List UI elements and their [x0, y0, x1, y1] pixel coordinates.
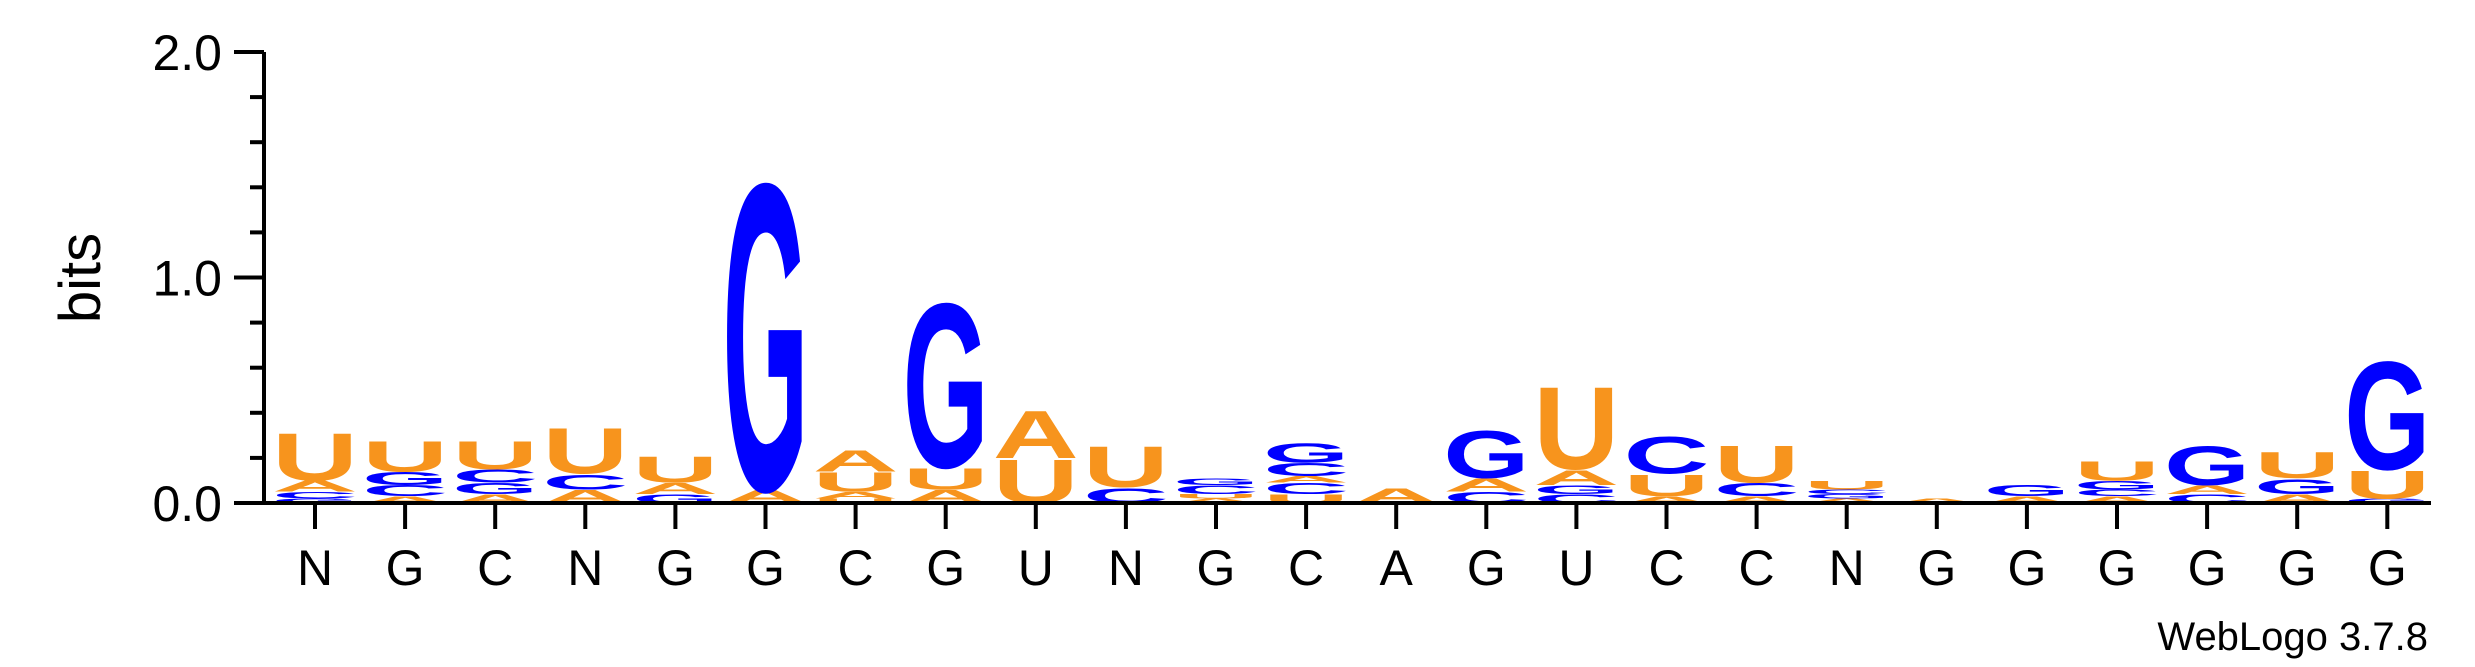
- logo-letter-A: A: [1173, 497, 1259, 504]
- x-tick-label: G: [1197, 540, 1236, 596]
- logo-letter-A: A: [632, 480, 718, 497]
- logo-letter-C: C: [1714, 480, 1800, 501]
- logo-letter-U: U: [2344, 462, 2430, 507]
- logo-letter-A: A: [1533, 466, 1619, 490]
- logo-letter-A: A: [1443, 475, 1529, 496]
- logo-letter-A: A: [1984, 495, 2070, 505]
- logo-letter-U: U: [1173, 493, 1259, 500]
- logo-letter-C: C: [542, 470, 628, 494]
- x-tick-label: A: [1380, 540, 1414, 596]
- logo-letter-U: U: [903, 462, 989, 496]
- logo-letter-C: C: [1263, 480, 1349, 497]
- logo-letter-U: U: [1624, 469, 1710, 503]
- logo-letter-U: U: [1533, 364, 1619, 495]
- logo-letter-G: G: [2254, 474, 2340, 498]
- logo-letter-A: A: [2074, 495, 2160, 505]
- logo-letter-G: G: [1263, 438, 1349, 469]
- logo-letter-C: C: [1624, 426, 1710, 485]
- x-tick-label: N: [1108, 540, 1144, 596]
- x-tick-label: N: [567, 540, 603, 596]
- logo-letter-C: C: [362, 482, 448, 499]
- x-tick-label: G: [2007, 540, 2046, 596]
- y-tick-label: 2.0: [152, 25, 222, 81]
- logo-letter-U: U: [272, 419, 358, 495]
- logo-letter-C: C: [272, 490, 358, 500]
- logo-letter-A: A: [272, 478, 358, 495]
- x-tick-label: G: [1467, 540, 1506, 596]
- x-tick-label: G: [1917, 540, 1956, 596]
- logo-letter-C: C: [2074, 488, 2160, 498]
- logo-letter-G: G: [2344, 497, 2430, 504]
- x-tick-label: G: [656, 540, 695, 596]
- logo-letter-G: G: [452, 480, 538, 497]
- logo-letter-A: A: [1263, 474, 1349, 484]
- logo-letter-U: U: [813, 497, 899, 504]
- x-tick-label: G: [2098, 540, 2137, 596]
- logo-letter-G: G: [1804, 493, 1890, 500]
- y-ticks: 0.0 1.0 2.0: [152, 25, 264, 532]
- logo-letter-C: C: [1173, 483, 1259, 497]
- x-tick-label: G: [926, 540, 965, 596]
- logo-letter-G: G: [1173, 477, 1259, 487]
- logo-letter-U: U: [1083, 434, 1169, 500]
- x-tick-label: C: [838, 540, 874, 596]
- logo-letter-C: C: [1804, 488, 1890, 495]
- logo-letter-G: G: [272, 497, 358, 504]
- x-tick-label: C: [1739, 540, 1775, 596]
- logo-letter-A: A: [1894, 497, 1980, 504]
- logo-letter-U: U: [813, 467, 899, 498]
- x-tick-label: C: [1648, 540, 1684, 596]
- logo-letter-U: U: [2074, 456, 2160, 487]
- logo-letter-U: U: [1714, 435, 1800, 494]
- logo-letter-G: G: [723, 92, 809, 583]
- x-tick-label: C: [477, 540, 513, 596]
- logo-letter-G: G: [1443, 417, 1529, 493]
- logo-letter-U: U: [2254, 445, 2340, 487]
- logo-letter-A: A: [1804, 497, 1890, 504]
- logo-letter-A: A: [993, 396, 1079, 472]
- logo-letter-U: U: [632, 449, 718, 491]
- logo-letter-U: U: [452, 433, 538, 478]
- logo-letter-A: A: [813, 490, 899, 500]
- y-tick-label: 1.0: [152, 251, 222, 307]
- logo-letter-A: A: [1714, 495, 1800, 505]
- logo-letter-G: G: [2164, 435, 2250, 497]
- logo-letter-A: A: [2164, 483, 2250, 497]
- x-tick-label: C: [1288, 540, 1324, 596]
- logo-letter-U: U: [1804, 478, 1890, 492]
- x-tick-label: U: [1018, 540, 1054, 596]
- x-tick-label: G: [2278, 540, 2317, 596]
- logo-letter-U: U: [362, 432, 448, 480]
- x-tick-label: G: [746, 540, 785, 596]
- logo-letter-A: A: [1624, 495, 1710, 505]
- y-axis-title: bits: [48, 233, 113, 323]
- logo-letter-A: A: [813, 444, 899, 478]
- x-tick-label: N: [1829, 540, 1865, 596]
- logo-letter-G: G: [362, 468, 448, 489]
- x-tick-label: G: [2188, 540, 2227, 596]
- logo-letter-G: G: [1533, 483, 1619, 497]
- logo-letter-A: A: [362, 495, 448, 505]
- logo-letter-G: G: [1984, 482, 2070, 499]
- y-tick-label: 0.0: [152, 476, 222, 532]
- x-tick-label: G: [386, 540, 425, 596]
- logo-letter-G: G: [2344, 330, 2430, 503]
- logo-letter-C: C: [1263, 459, 1349, 480]
- logo-letter-G: G: [903, 254, 989, 516]
- x-tick-label: G: [2368, 540, 2407, 596]
- logo-letter-C: C: [452, 466, 538, 487]
- x-tick-label: N: [297, 540, 333, 596]
- weblogo-credit: WebLogo 3.7.8: [2157, 615, 2428, 659]
- x-tick-label: U: [1558, 540, 1594, 596]
- logo-letter-U: U: [542, 415, 628, 487]
- logo-letter-G: G: [2074, 478, 2160, 492]
